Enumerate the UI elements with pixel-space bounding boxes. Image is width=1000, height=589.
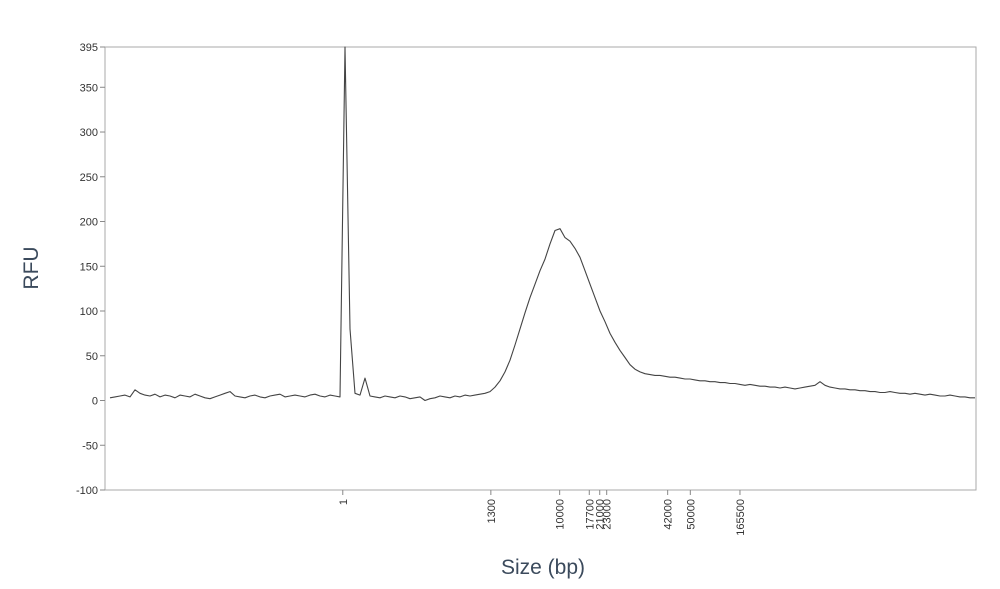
x-tick-label: 50000 [685,499,697,530]
x-tick-label: 23000 [602,499,614,530]
x-tick-label: 1 [338,499,350,505]
x-tick-label: 21000 [595,499,607,530]
x-tick-label: 165500 [735,499,747,536]
y-tick-label: 150 [80,261,98,273]
trace [109,46,975,402]
y-tick-label: 350 [80,82,98,94]
y-tick-label: 50 [86,351,98,363]
x-axis-label: Size (bp) [501,556,585,579]
y-tick-label: 0 [92,396,98,408]
y-tick-label: 100 [80,306,98,318]
x-tick-label: 17700 [584,499,596,530]
x-tick-label: 1300 [486,499,498,523]
y-tick-label: -50 [82,440,98,452]
y-tick-label: 250 [80,172,98,184]
plot-frame [104,46,977,491]
y-tick-label: 300 [80,127,98,139]
y-tick-label: 395 [80,42,98,54]
y-tick-label: -100 [76,485,98,497]
x-tick-label: 10000 [555,499,567,530]
x-tick-label: 42000 [663,499,675,530]
y-axis-label: RFU [20,246,43,289]
y-tick-label: 200 [80,217,98,229]
